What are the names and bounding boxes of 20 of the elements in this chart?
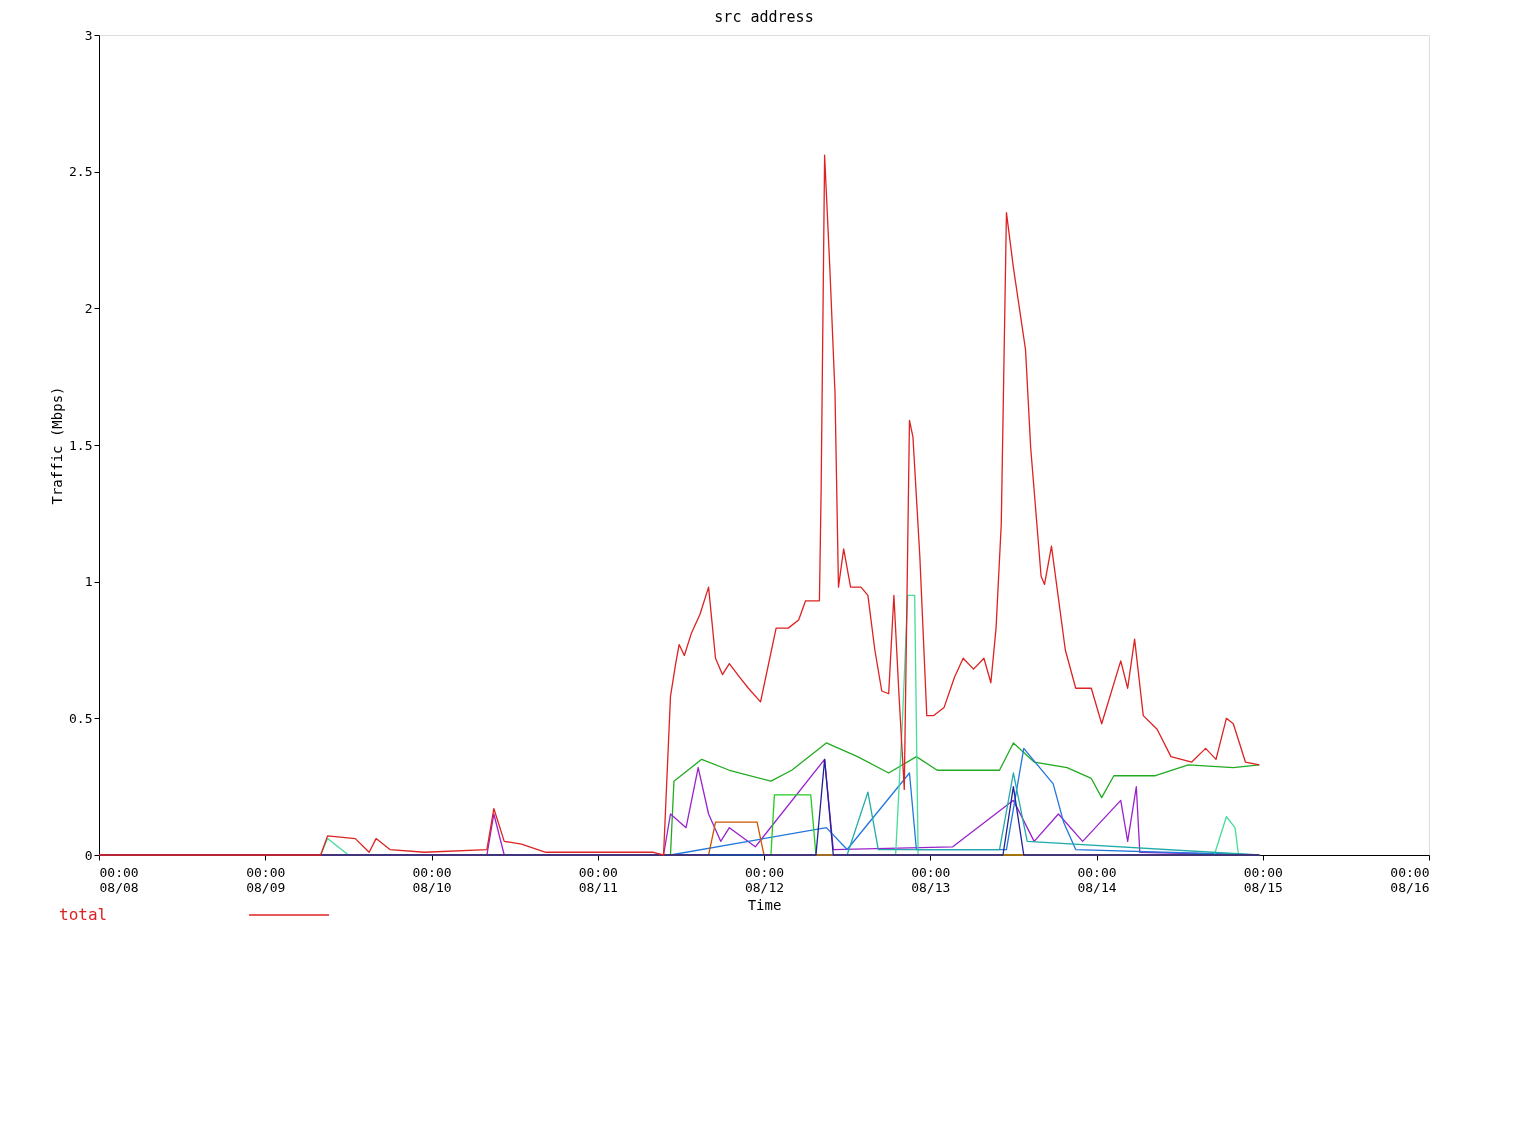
x-tick-label: 00:00 08/09 [246,864,286,895]
x-tick-label: 00:00 08/15 [1243,864,1283,895]
x-tick-label: 00:00 08/14 [1077,864,1117,895]
y-tick-label: 0 [84,847,93,863]
x-tick-label: 00:00 08/10 [412,864,452,895]
text: total [59,905,108,924]
x-tick-label: 00:00 08/08 [99,864,139,895]
y-tick-label: 1.5 [69,437,93,453]
y-tick-label: 2 [84,300,93,316]
y-tick-label: 2.5 [69,164,93,180]
y-axis-title: Traffic (Mbps) [49,386,66,505]
x-tick-label: 00:00 08/11 [578,864,618,895]
x-tick-label: 00:00 08/16 [1390,864,1430,895]
chart-title: src address [714,8,814,26]
y-tick-label: 0.5 [69,710,93,726]
y-tick-label: 1 [84,574,93,590]
x-axis-title: Time [747,896,782,913]
x-tick-label: 00:00 08/13 [911,864,951,895]
y-tick-label: 3 [84,27,93,43]
x-tick-label: 00:00 08/12 [744,864,785,895]
